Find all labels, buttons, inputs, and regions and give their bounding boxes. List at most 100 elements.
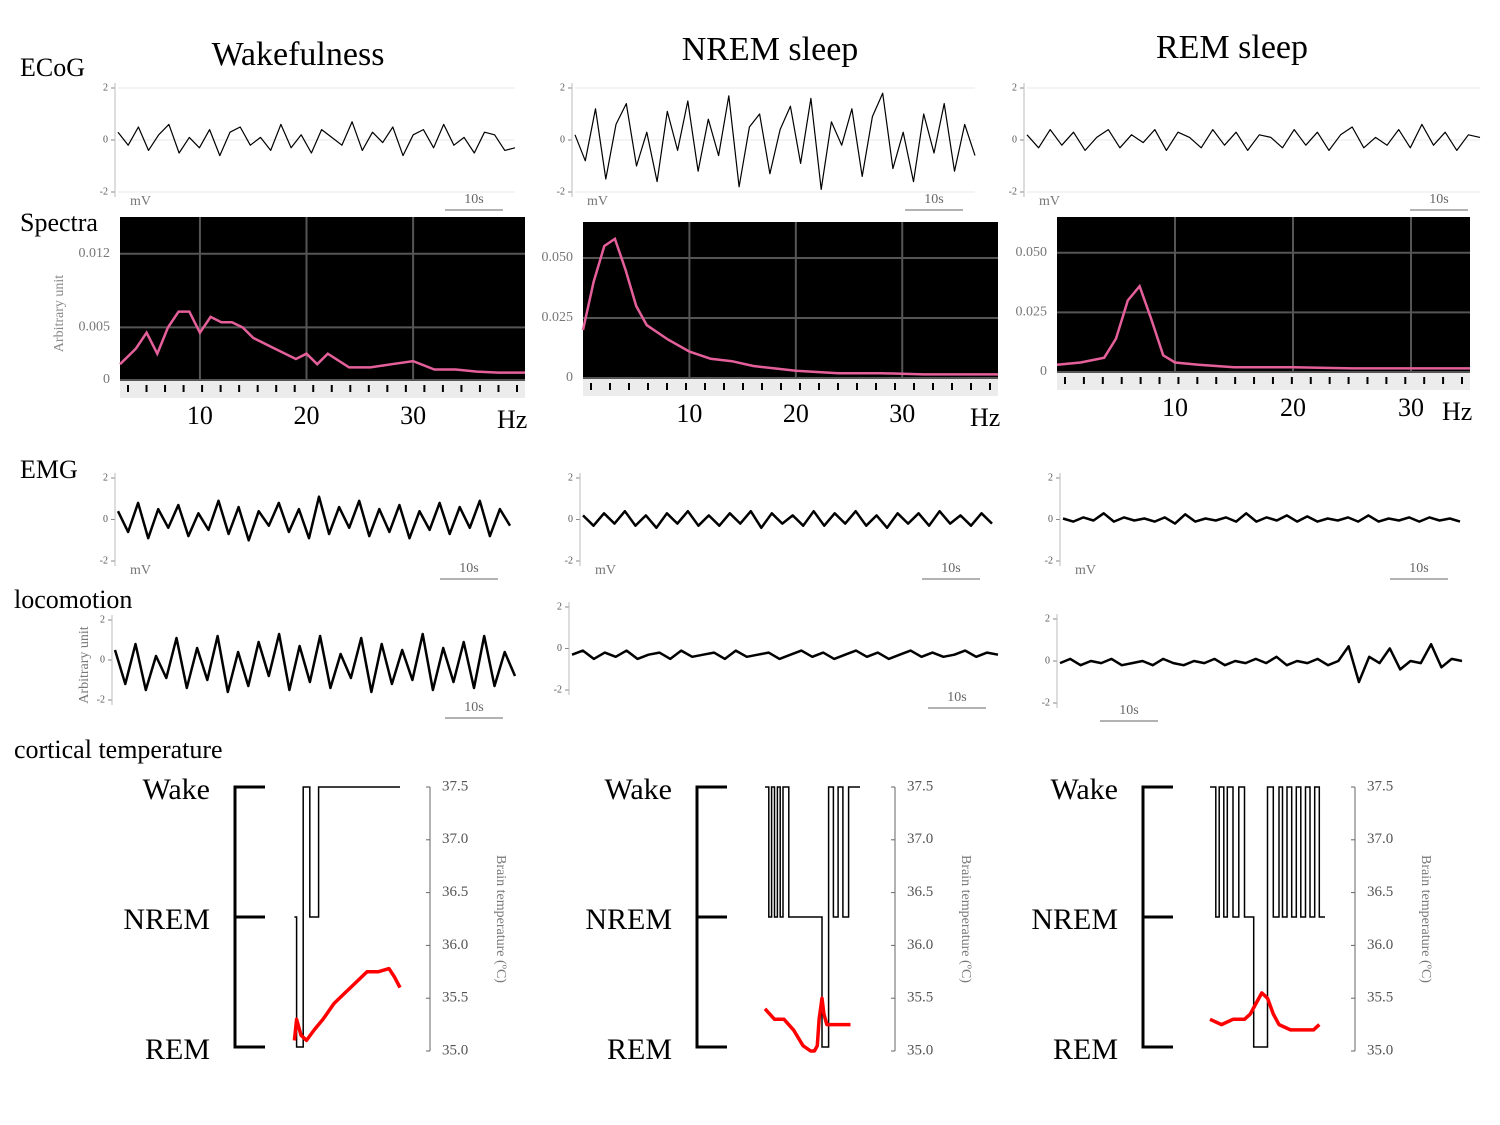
state-label: REM — [1053, 1033, 1118, 1066]
y-tick-label: -2 — [565, 555, 573, 566]
y2-tick-label: 36.5 — [442, 884, 468, 900]
scale-label: 10s — [1409, 561, 1428, 576]
y-tick-label: -2 — [557, 186, 565, 197]
scale-label: 10s — [941, 561, 960, 576]
y2-tick-label: 35.0 — [1367, 1042, 1393, 1058]
y2-tick-label: 37.5 — [442, 778, 468, 794]
y2-tick-label: 37.5 — [907, 778, 933, 794]
y-tick-label: -2 — [100, 186, 108, 197]
y2-axis-label: Brain temperature (ºC) — [493, 855, 508, 983]
scale-label: 10s — [947, 690, 966, 705]
y2-tick-label: 35.5 — [1367, 990, 1393, 1006]
scale-label: 10s — [464, 192, 483, 207]
hypnogram-line — [294, 786, 400, 1048]
y-tick-label: 2 — [1048, 472, 1053, 483]
y-unit: mV — [130, 563, 151, 578]
plot-background — [1057, 217, 1470, 372]
tick-strip — [1057, 372, 1470, 390]
state-label: Wake — [142, 773, 210, 806]
x-tick-label: 20 — [783, 399, 809, 428]
y2-tick-label: 35.0 — [907, 1042, 933, 1058]
column-title: Wakefulness — [212, 36, 385, 73]
y-tick-label: -2 — [554, 684, 562, 695]
spectrum-line — [119, 310, 525, 374]
y-tick-label: 0.050 — [1016, 245, 1048, 260]
y-tick-label: -2 — [1009, 186, 1017, 197]
x-axis-label: Hz — [497, 405, 527, 434]
temperature-line — [292, 966, 402, 1043]
y-axis-label: Arbitrary unit — [52, 275, 67, 352]
y2-tick-label: 37.0 — [442, 831, 468, 847]
y2-tick-label: 37.5 — [1367, 778, 1393, 794]
row-label: ECoG — [20, 53, 85, 82]
x-tick-label: 20 — [294, 401, 320, 430]
x-tick-label: 10 — [187, 401, 213, 430]
y-tick-label: -2 — [100, 555, 108, 566]
y-tick-label: 2 — [103, 472, 108, 483]
y-tick-label: 0.025 — [1016, 305, 1048, 320]
y-tick-label: 0 — [1012, 134, 1017, 145]
tick-strip — [583, 378, 998, 396]
y-tick-label: 0.050 — [542, 250, 574, 265]
y2-tick-label: 35.5 — [442, 990, 468, 1006]
trace — [117, 121, 516, 157]
x-tick-label: 20 — [1280, 393, 1306, 422]
y-unit: mV — [1039, 194, 1060, 209]
y-tick-label: 2 — [103, 82, 108, 93]
trace — [113, 632, 517, 694]
state-label: Wake — [1050, 773, 1118, 806]
y2-tick-label: 35.5 — [907, 990, 933, 1006]
scale-label: 10s — [1429, 192, 1448, 207]
trace — [574, 92, 976, 190]
row-label: Spectra — [20, 208, 98, 237]
trace — [1062, 512, 1461, 525]
temperature-line — [1209, 991, 1321, 1032]
y2-axis-label: Brain temperature (ºC) — [958, 855, 973, 983]
state-label: Wake — [604, 773, 672, 806]
y-tick-label: -2 — [1045, 555, 1053, 566]
trace — [1026, 123, 1481, 151]
y-unit: mV — [595, 563, 616, 578]
y-tick-label: 0 — [560, 134, 565, 145]
plot-background — [120, 217, 525, 380]
y-tick-label: -2 — [1042, 697, 1050, 708]
spectrum-line — [581, 236, 998, 376]
x-tick-label: 10 — [676, 399, 702, 428]
y-tick-label: 2 — [1045, 613, 1050, 624]
trace — [571, 649, 999, 661]
row-label: locomotion — [14, 585, 132, 614]
y-unit: mV — [130, 194, 151, 209]
trace — [1059, 642, 1463, 684]
y-tick-label: 0.025 — [542, 310, 574, 325]
y2-axis-label: Brain temperature (ºC) — [1418, 855, 1433, 983]
y-tick-label: 0 — [566, 370, 573, 385]
y-tick-label: 0 — [103, 134, 108, 145]
y-tick-label: 2 — [557, 601, 562, 612]
y2-tick-label: 36.0 — [442, 937, 468, 953]
scale-label: 10s — [464, 700, 483, 715]
hypnogram-line — [1210, 786, 1325, 1048]
row-label: EMG — [20, 455, 78, 484]
state-label: REM — [607, 1033, 672, 1066]
y-tick-label: 0 — [1048, 514, 1053, 525]
y2-tick-label: 36.0 — [1367, 937, 1393, 953]
trace — [116, 495, 512, 542]
y-tick-label: 0 — [568, 514, 573, 525]
y-tick-label: 2 — [100, 614, 105, 625]
x-tick-label: 30 — [400, 401, 426, 430]
plot-background — [583, 222, 998, 378]
y-tick-label: 0 — [103, 514, 108, 525]
y2-tick-label: 36.5 — [907, 884, 933, 900]
y-tick-label: 0 — [557, 643, 562, 654]
trace — [582, 509, 993, 530]
tick-strip — [120, 380, 525, 398]
x-tick-label: 30 — [1398, 393, 1424, 422]
column-title: REM sleep — [1156, 29, 1308, 66]
y-tick-label: 0.012 — [79, 246, 111, 261]
scale-label: 10s — [459, 561, 478, 576]
y-axis-label: Arbitrary unit — [77, 626, 92, 703]
hypnogram-line — [765, 786, 860, 1048]
state-label: NREM — [585, 903, 672, 936]
y-tick-label: 0 — [1045, 655, 1050, 666]
